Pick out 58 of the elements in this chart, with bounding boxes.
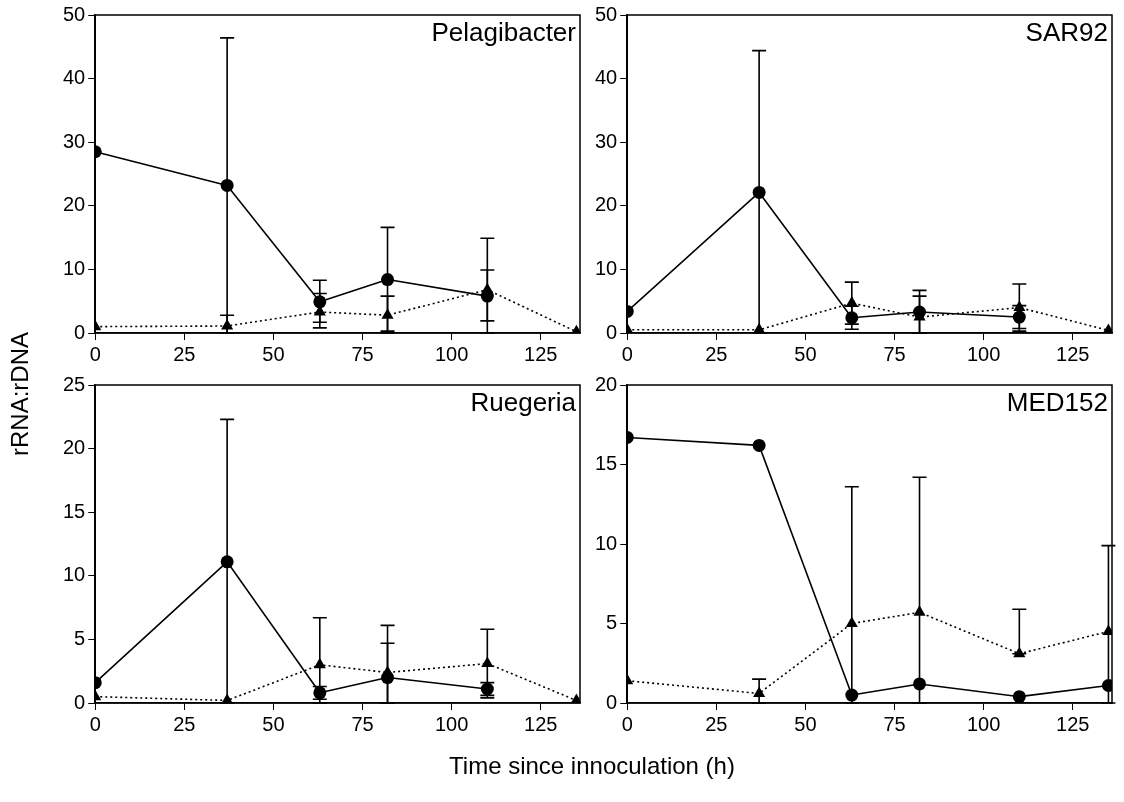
x-tick-label: 100: [435, 342, 469, 365]
x-tick-label: 25: [173, 342, 196, 365]
x-tick-label: 100: [967, 342, 1001, 365]
x-tick-label: 25: [173, 712, 196, 735]
y-tick-label: 0: [74, 320, 86, 343]
y-tick-label: 10: [63, 256, 86, 279]
x-tick-label: 0: [89, 342, 101, 365]
chart-title: SAR92: [1025, 17, 1108, 48]
x-tick-label: 75: [883, 342, 906, 365]
x-tick-label: 50: [794, 712, 817, 735]
x-tick-label: 100: [435, 712, 469, 735]
x-tick-label: 25: [705, 712, 728, 735]
x-tick-label: 50: [262, 342, 285, 365]
x-tick-label: 125: [1056, 712, 1090, 735]
y-tick-label: 0: [74, 690, 86, 713]
point: [913, 305, 927, 319]
y-tick-label: 40: [595, 66, 618, 89]
x-tick-label: 100: [967, 712, 1001, 735]
y-tick-label: 10: [595, 256, 618, 279]
x-tick-label: 125: [1056, 342, 1090, 365]
point: [381, 273, 395, 287]
y-tick-label: 40: [63, 66, 86, 89]
point: [1012, 690, 1026, 703]
y-axis-title: rRNA:rDNA: [6, 331, 34, 458]
chart-title: Ruegeria: [470, 387, 577, 418]
y-tick-label: 20: [63, 193, 86, 216]
x-tick-label: 25: [705, 342, 728, 365]
x-tick-label: 125: [524, 342, 558, 365]
y-tick-label: 0: [606, 320, 618, 343]
y-tick-label: 30: [595, 129, 618, 152]
y-tick-label: 50: [595, 2, 618, 25]
x-tick-label: 50: [262, 712, 285, 735]
chart-title: MED152: [1006, 387, 1108, 418]
y-tick-label: 25: [63, 372, 86, 395]
y-tick-label: 15: [595, 452, 618, 475]
chart-title: Pelagibacter: [431, 17, 577, 48]
y-tick-label: 30: [63, 129, 86, 152]
x-tick-label: 75: [883, 712, 906, 735]
point: [752, 438, 766, 452]
y-tick-label: 15: [63, 499, 86, 522]
x-tick-label: 0: [621, 712, 633, 735]
x-tick-label: 125: [524, 712, 558, 735]
x-axis-title: Time since innoculation (h): [448, 752, 736, 780]
y-tick-label: 5: [74, 626, 86, 649]
y-tick-label: 10: [63, 563, 86, 586]
x-tick-label: 50: [794, 342, 817, 365]
x-tick-label: 0: [89, 712, 101, 735]
y-tick-label: 20: [595, 193, 618, 216]
y-tick-label: 0: [606, 690, 618, 713]
x-tick-label: 75: [351, 712, 374, 735]
y-tick-label: 20: [63, 436, 86, 459]
x-tick-label: 0: [621, 342, 633, 365]
x-tick-label: 75: [351, 342, 374, 365]
y-tick-label: 20: [595, 372, 618, 395]
y-tick-label: 10: [595, 531, 618, 554]
y-tick-label: 5: [606, 611, 618, 634]
point: [381, 671, 395, 685]
y-tick-label: 50: [63, 2, 86, 25]
